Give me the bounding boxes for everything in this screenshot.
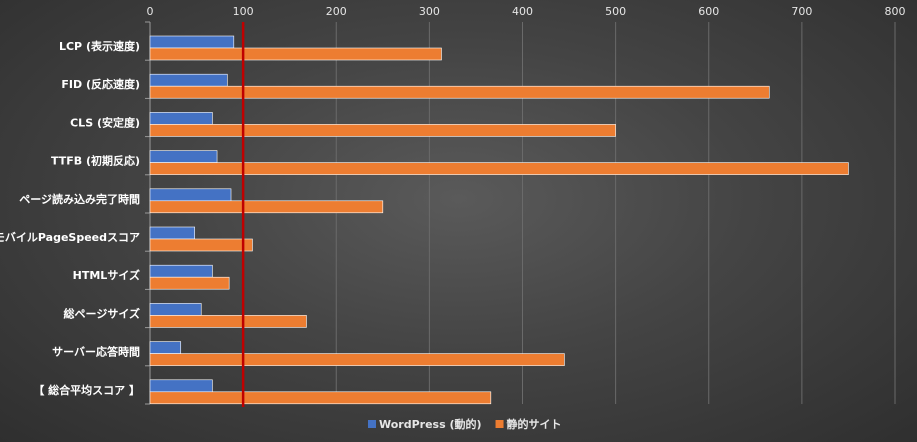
wordpress-bar: [149, 303, 202, 316]
legend-swatch: [495, 420, 504, 428]
category-label: LCP (表示速度): [59, 39, 140, 53]
x-tick-label: 0: [147, 5, 154, 18]
legend-swatch: [368, 420, 376, 428]
wordpress-bar: [149, 73, 228, 87]
x-tick-label: 400: [512, 5, 533, 18]
category-label: CLS (安定度): [70, 115, 140, 129]
static-site-bar: [149, 315, 307, 328]
static-site-bar: [149, 47, 442, 61]
static-site-bar: [149, 353, 565, 366]
wordpress-bar: [149, 112, 213, 125]
static-site-bar: [149, 200, 384, 214]
static-site-bar: [149, 276, 230, 290]
wordpress-bar: [149, 188, 232, 202]
wordpress-bar: [149, 35, 235, 49]
category-label: モバイルPageSpeedスコア: [0, 231, 140, 244]
category-label: FID (反応速度): [61, 77, 140, 91]
category-label: TTFB (初期反応): [51, 154, 140, 168]
wordpress-bar: [149, 379, 213, 393]
static-site-bar: [149, 238, 253, 252]
category-label: 【 総合平均スコア 】: [33, 383, 140, 397]
wordpress-bar: [149, 264, 213, 278]
static-site-bar: [149, 85, 770, 99]
static-site-bar: [149, 162, 849, 175]
category-label: ページ読み込み完了時間: [19, 192, 140, 206]
wordpress-bar: [149, 150, 218, 163]
x-tick-label: 700: [791, 5, 812, 18]
static-site-bar: [149, 391, 492, 405]
x-tick-label: 200: [326, 5, 347, 18]
category-label: サーバー応答時間: [52, 345, 140, 359]
wordpress-bar: [149, 341, 182, 354]
category-label: 総ページサイズ: [64, 306, 140, 320]
x-tick-label: 600: [698, 5, 719, 18]
x-tick-label: 100: [233, 5, 254, 18]
wordpress-bar: [149, 226, 196, 240]
x-tick-label: 300: [419, 5, 440, 18]
x-tick-label: 800: [885, 5, 906, 18]
static-site-bar: [149, 124, 616, 137]
x-tick-label: 500: [605, 5, 626, 18]
legend-label: WordPress (動的): [379, 417, 482, 431]
legend-label: 静的サイト: [507, 417, 562, 431]
category-label: HTMLサイズ: [73, 268, 140, 282]
